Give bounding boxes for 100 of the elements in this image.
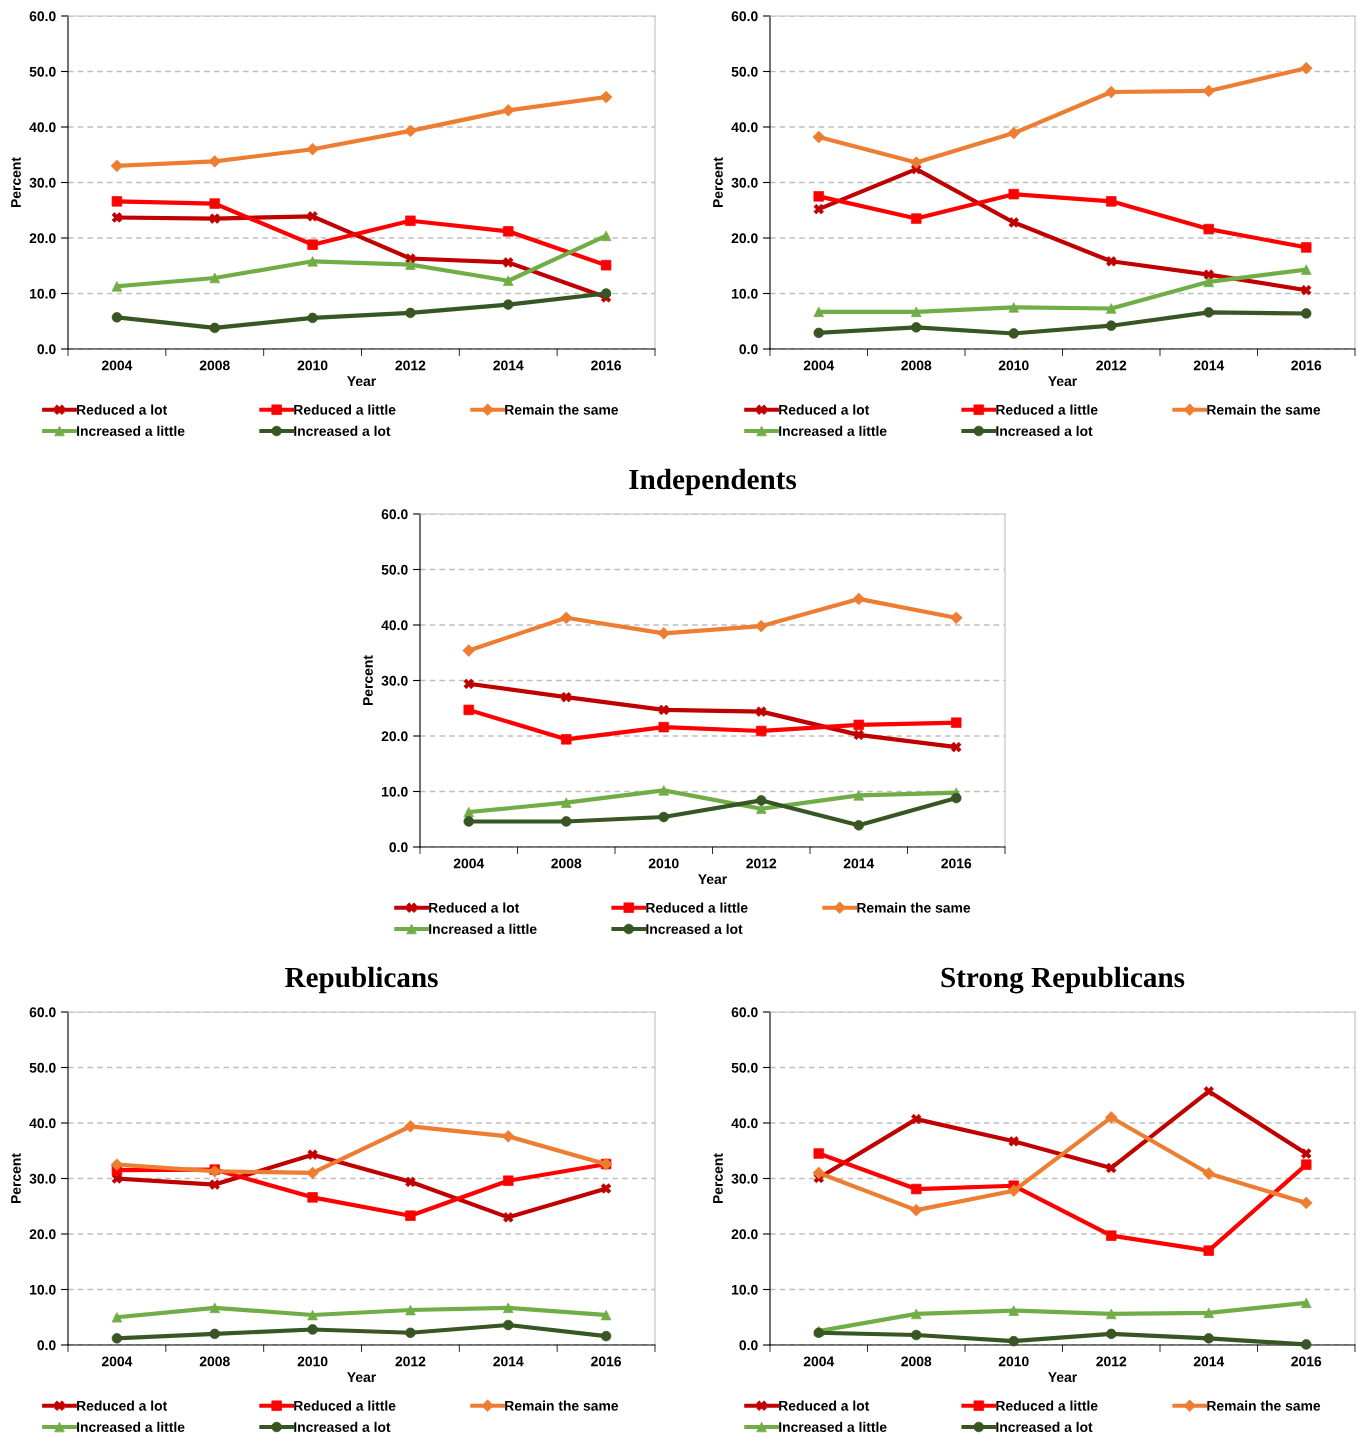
legend-label: Increased a lot [294,425,391,436]
x-tick-label: 2010 [648,858,679,869]
legend-label: Reduced a little [294,404,396,415]
y-tick-label: 0.0 [37,1340,56,1351]
y-tick-label: 10.0 [732,1284,758,1295]
y-tick-label: 10.0 [30,288,56,299]
x-tick-label: 2008 [901,1356,932,1367]
x-tick-label: 2012 [746,858,777,869]
x-tick-label: 2016 [1291,360,1322,371]
y-tick-label: 20.0 [29,1229,56,1240]
x-tick-label: 2008 [199,360,230,371]
x-tick-label: 2014 [843,858,875,869]
point [1008,188,1019,200]
legend-label: Reduced a lot [429,902,520,913]
y-axis-title: Percent [713,1153,723,1204]
x-tick-label: 2014 [493,360,524,371]
x-tick-label: 2014 [1193,360,1225,371]
x-tick-label: 2004 [453,858,485,869]
x-tick-label: 2012 [395,1356,426,1367]
legend-label: Reduced a lot [779,1400,870,1411]
x-tick-label: 2010 [297,1356,328,1367]
y-tick-label: 10.0 [382,786,408,797]
y-tick-label: 30.0 [29,177,56,188]
y-tick-label: 50.0 [29,1062,56,1073]
chart-title: Republicans [285,966,438,994]
legend-label: Reduced a lot [77,404,168,415]
y-tick-label: 40.0 [381,620,408,631]
x-tick-label: 2004 [101,360,133,371]
y-tick-label: 30.0 [731,177,758,188]
y-axis-title: Percent [11,157,21,208]
y-tick-label: 40.0 [731,1118,758,1129]
y-axis-title: Percent [363,655,373,706]
y-tick-label: 0.0 [389,842,408,853]
y-tick-label: 20.0 [731,1229,758,1240]
x-tick-label: 2010 [297,360,328,371]
legend-label: Increased a little [77,425,185,436]
x-tick-label: 2012 [1096,360,1127,371]
legend-label: Reduced a little [996,404,1098,415]
y-tick-label: 30.0 [731,1173,758,1184]
point [813,306,824,318]
x-tick-label: 2016 [941,858,972,869]
x-tick-label: 2008 [551,858,582,869]
x-tick-label: 2004 [803,360,835,371]
legend-label: Increased a little [779,1421,887,1432]
point [1301,1297,1312,1309]
legend-label: Increased a little [779,425,887,436]
legend-label: Reduced a little [294,1400,396,1411]
y-tick-label: 60.0 [731,1007,758,1018]
y-tick-label: 40.0 [29,1118,56,1129]
y-axis-title: Percent [713,157,723,208]
legend-label: Reduced a lot [779,404,870,415]
point [756,725,767,737]
y-tick-label: 10.0 [30,1284,56,1295]
x-tick-label: 2008 [901,360,932,371]
x-axis-title: Year [698,874,727,885]
y-tick-label: 10.0 [732,288,758,299]
x-axis-title: Year [347,376,376,387]
point [658,721,669,733]
x-tick-label: 2012 [1096,1356,1127,1367]
x-tick-label: 2004 [803,1356,835,1367]
legend-label: Increased a lot [996,425,1093,436]
legend-label: Remain the same [857,902,971,913]
y-tick-label: 30.0 [381,675,408,686]
y-tick-label: 0.0 [739,344,758,355]
y-tick-label: 20.0 [29,233,56,244]
x-axis-title: Year [1048,1372,1077,1383]
legend-label: Remain the same [505,1400,619,1411]
x-tick-label: 2016 [591,360,622,371]
y-tick-label: 30.0 [29,1173,56,1184]
legend-label: Remain the same [1207,404,1321,415]
x-tick-label: 2012 [395,360,426,371]
y-axis-title: Percent [11,1153,21,1204]
point [1203,1245,1214,1256]
y-tick-label: 50.0 [731,66,758,77]
point [503,275,514,286]
legend-label: Increased a lot [646,923,743,934]
x-tick-label: 2014 [493,1356,524,1367]
y-tick-label: 0.0 [739,1340,758,1351]
legend-label: Increased a little [77,1421,185,1432]
y-tick-label: 60.0 [731,11,758,22]
legend-label: Reduced a little [646,902,748,913]
chart-title: Independents [629,468,797,496]
y-tick-label: 20.0 [731,233,758,244]
x-tick-label: 2008 [199,1356,230,1367]
y-tick-label: 60.0 [29,1007,56,1018]
legend-label: Reduced a little [996,1400,1098,1411]
x-axis-title: Year [1048,376,1077,387]
legend-label: Increased a little [429,923,537,934]
y-tick-label: 50.0 [29,66,56,77]
x-tick-label: 2016 [1291,1356,1322,1367]
x-tick-label: 2016 [591,1356,622,1367]
x-axis-title: Year [347,1372,376,1383]
x-tick-label: 2004 [101,1356,133,1367]
legend-label: Increased a lot [294,1421,391,1432]
x-tick-label: 2010 [998,360,1029,371]
y-tick-label: 20.0 [381,731,408,742]
chart-title: Strong Republicans [941,966,1185,994]
y-tick-label: 40.0 [731,122,758,133]
point [911,1183,922,1195]
point [1203,223,1214,235]
